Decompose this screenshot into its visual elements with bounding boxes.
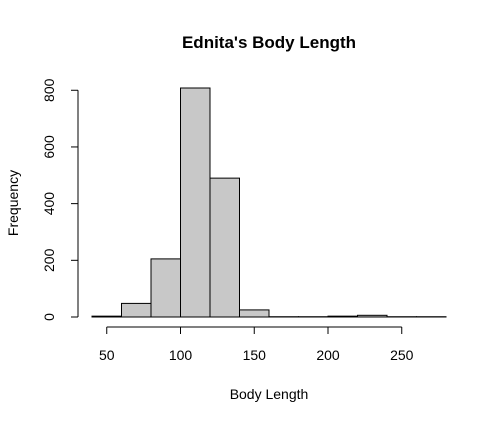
bars-group [91,87,447,318]
y-tick-label: 200 [41,248,57,272]
y-tick-label: 400 [41,192,57,216]
y-axis-label: Frequency [5,170,21,236]
x-tick-label: 200 [316,347,340,363]
x-tick-label: 100 [169,347,193,363]
y-axis: 0 200 400 600 800 [41,78,79,321]
x-axis: 50 100 150 200 250 [99,326,414,363]
x-axis-label: Body Length [230,386,309,402]
histogram-bar-220-240 [357,314,388,318]
chart-title: Ednita's Body Length [182,33,356,52]
x-tick-label: 250 [390,347,414,363]
y-tick-label: 600 [41,135,57,159]
x-tick-label: 150 [243,347,267,363]
y-tick-label: 800 [41,78,57,102]
y-tick-label: 0 [41,313,57,321]
histogram-bar-200-220 [327,315,358,318]
histogram-bar-40-60 [91,315,122,318]
histogram-bar-100-120 [180,87,211,318]
histogram-bar-60-80 [121,302,152,318]
histogram-bar-140-160 [239,309,270,318]
histogram-bar-120-140 [209,177,240,318]
x-tick-label: 50 [99,347,115,363]
histogram-bar-80-100 [150,258,181,318]
